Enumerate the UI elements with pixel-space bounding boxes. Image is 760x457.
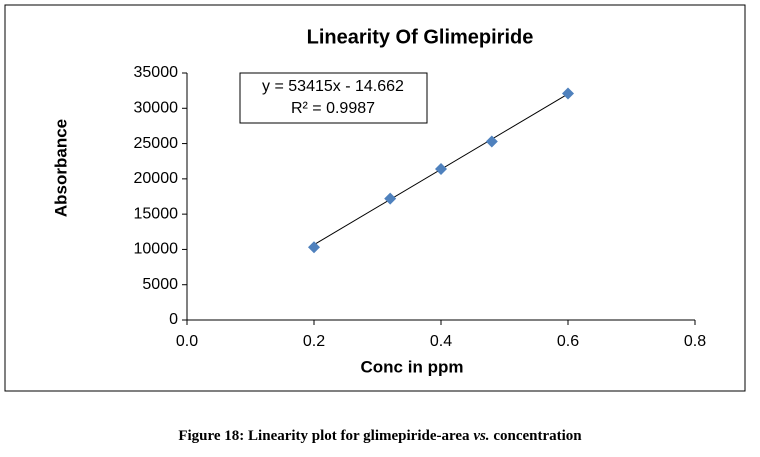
- r-squared: R² = 0.9987: [291, 100, 375, 117]
- x-tick-label: 0.0: [176, 333, 198, 350]
- caption-part: vs.: [473, 428, 489, 444]
- caption-part: concentration: [490, 428, 583, 444]
- caption-part: Figure 18: Linearity plot for glimepirid…: [178, 428, 473, 444]
- data-point: [384, 192, 397, 205]
- chart-title: Linearity Of Glimepiride: [307, 26, 534, 48]
- x-tick-label: 0.4: [430, 333, 452, 350]
- data-point: [562, 87, 574, 100]
- y-tick-label: 20000: [134, 170, 179, 187]
- data-point: [485, 135, 498, 148]
- x-axis-label: Conc in ppm: [361, 357, 464, 376]
- data-point: [435, 162, 447, 175]
- y-tick-label: 15000: [134, 205, 179, 222]
- y-tick-label: 5000: [142, 276, 178, 293]
- trend-equation: y = 53415x - 14.662: [262, 78, 404, 95]
- y-axis-label: Absorbance: [51, 119, 70, 217]
- x-tick-label: 0.8: [684, 333, 706, 350]
- equation-box: [239, 72, 428, 124]
- data-point: [308, 241, 320, 254]
- chart-frame: [4, 4, 746, 392]
- x-tick-label: 0.6: [557, 333, 579, 350]
- caption: Figure 18: Linearity plot for glimepirid…: [178, 428, 582, 444]
- y-tick-label: 0: [169, 311, 178, 328]
- y-tick-label: 25000: [134, 135, 179, 152]
- y-tick-label: 30000: [134, 100, 179, 117]
- x-tick-label: 0.2: [303, 333, 325, 350]
- y-tick-label: 10000: [134, 241, 179, 258]
- y-tick-label: 35000: [134, 64, 179, 81]
